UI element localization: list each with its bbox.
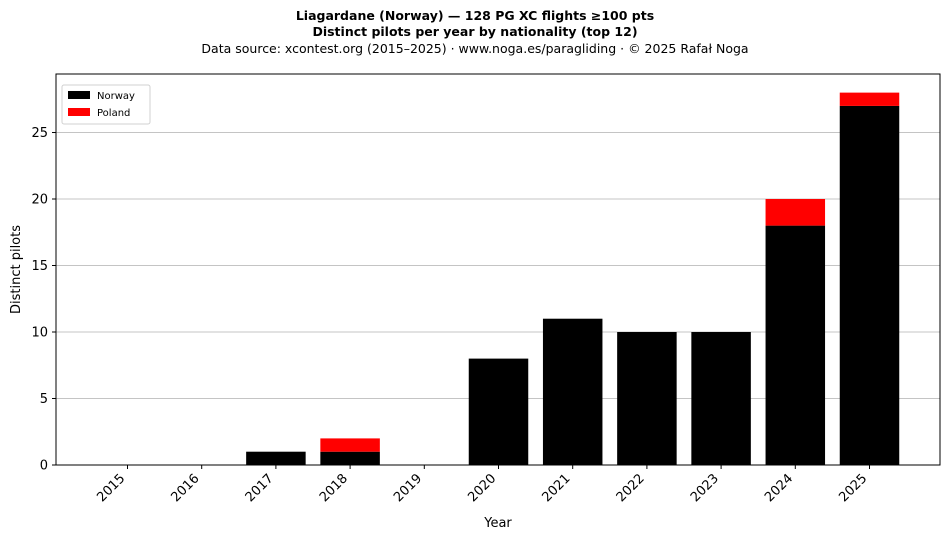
- bar-norway-2021: [542, 318, 603, 465]
- bars: [246, 92, 900, 465]
- legend-label-poland: Poland: [97, 108, 130, 119]
- y-tick-label: 5: [40, 392, 48, 407]
- x-tick-label: 2017: [243, 471, 277, 505]
- bar-norway-2017: [246, 451, 306, 465]
- bar-poland-2024: [765, 199, 826, 226]
- bar-poland-2025: [839, 92, 900, 106]
- chart-title-block: Liagardane (Norway) — 128 PG XC flights …: [0, 8, 950, 57]
- x-tick-label: 2024: [762, 471, 796, 505]
- y-axis-label: Distinct pilots: [9, 225, 24, 314]
- y-tick-label: 20: [31, 193, 48, 208]
- bar-poland-2018: [320, 438, 380, 452]
- x-tick-label: 2019: [391, 471, 425, 505]
- y-tick-label: 25: [31, 126, 48, 141]
- bar-norway-2024: [765, 225, 826, 465]
- x-tick-label: 2020: [465, 471, 499, 505]
- bar-norway-2025: [839, 105, 900, 465]
- chart-subtitle: Data source: xcontest.org (2015–2025) · …: [201, 41, 749, 56]
- x-axis-label: Year: [483, 516, 512, 531]
- x-tick-label: 2023: [688, 471, 722, 505]
- x-tick-label: 2018: [317, 471, 351, 505]
- x-axis: 2015 2016 2017 2018 2019 2020 2021 2022 2023 2024…: [94, 465, 870, 505]
- legend-swatch-norway: [68, 91, 90, 99]
- x-tick-label: 2016: [169, 471, 203, 505]
- x-tick-label: 2015: [94, 471, 128, 505]
- bar-norway-2018: [320, 451, 380, 465]
- legend: Norway Poland: [61, 84, 151, 125]
- x-tick-label: 2021: [540, 471, 574, 505]
- x-tick-label: 2025: [836, 471, 870, 505]
- bar-norway-2020: [468, 358, 529, 465]
- bar-norway-2023: [691, 332, 751, 465]
- y-tick-label: 10: [31, 326, 48, 341]
- legend-label-norway: Norway: [97, 91, 135, 102]
- chart-title-line-2: Distinct pilots per year by nationality …: [312, 24, 638, 39]
- y-tick-label: 0: [40, 459, 48, 474]
- y-axis: 0 5 10 15 20 25: [31, 126, 56, 474]
- y-tick-label: 15: [31, 259, 48, 274]
- bar-norway-2022: [617, 332, 677, 465]
- legend-swatch-poland: [68, 108, 90, 116]
- x-tick-label: 2022: [614, 471, 648, 505]
- chart-title-line-1: Liagardane (Norway) — 128 PG XC flights …: [295, 8, 655, 23]
